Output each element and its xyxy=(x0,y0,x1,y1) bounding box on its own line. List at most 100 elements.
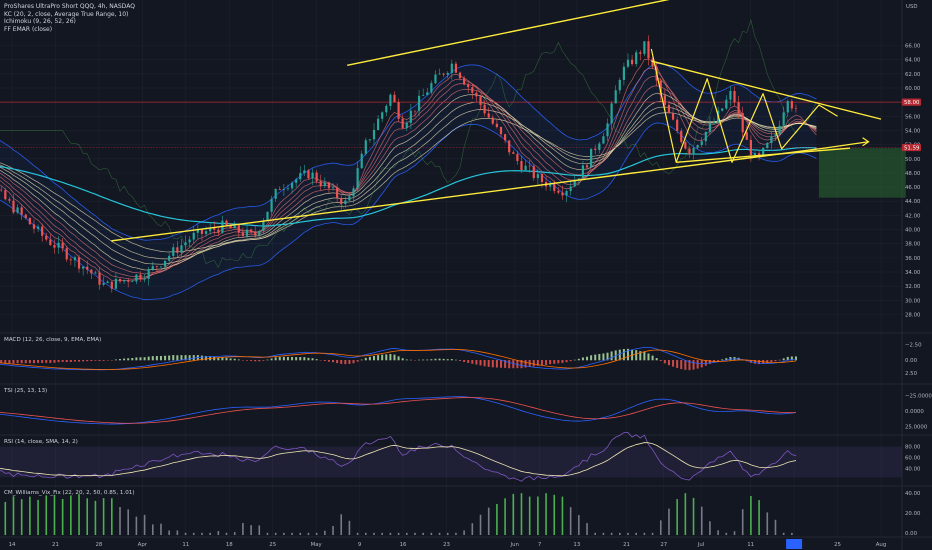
candle-body xyxy=(663,95,666,105)
pane-tick-label: 25.0000 xyxy=(905,424,928,430)
macd-histogram-bar xyxy=(323,360,326,361)
price-tick-label: 50.00 xyxy=(905,157,921,163)
macd-histogram-bar xyxy=(332,360,335,363)
price-badge-label: 51.59 xyxy=(904,146,920,152)
macd-histogram-bar xyxy=(581,357,584,361)
pane-tick-label: 0.0000 xyxy=(905,409,924,415)
macd-histogram-bar xyxy=(291,357,294,361)
macd-histogram-bar xyxy=(82,360,85,362)
tsi-label[interactable]: TSI (25, 13, 13) xyxy=(4,388,48,394)
wvf-label[interactable]: CM_Williams_Vix_Fix (22, 20, 2, 50, 0.85… xyxy=(4,490,135,496)
candle-body xyxy=(4,190,7,200)
macd-histogram-bar xyxy=(708,360,711,364)
candle-body xyxy=(471,87,474,93)
candle-body xyxy=(766,143,769,148)
candle-body xyxy=(123,280,126,282)
candle-body xyxy=(135,274,138,282)
candle-body xyxy=(721,108,724,111)
wvf-bar xyxy=(299,532,302,535)
macd-histogram-bar xyxy=(475,360,478,365)
candle-body xyxy=(290,182,294,189)
kc-upper xyxy=(0,63,817,241)
candle-body xyxy=(184,242,187,246)
candle-body xyxy=(782,112,785,126)
macd-histogram-bar xyxy=(667,360,670,366)
macd-histogram-bar xyxy=(758,360,761,365)
macd-histogram-bar xyxy=(151,356,154,361)
macd-histogram-bar xyxy=(786,356,789,361)
macd-label[interactable]: MACD (12, 26, close, 9, EMA, EMA) xyxy=(4,337,102,343)
wvf-bar xyxy=(610,532,613,535)
time-tick-label: 18 xyxy=(226,542,233,548)
macd-histogram-bar xyxy=(286,356,289,361)
pane-tick-label: 80.00 xyxy=(905,445,921,451)
wvf-bar xyxy=(4,501,7,535)
candle-body xyxy=(118,278,122,282)
wvf-bar xyxy=(430,532,433,535)
macd-histogram-bar xyxy=(454,359,457,361)
price-badge xyxy=(902,98,921,106)
currency-label: USD xyxy=(906,4,918,10)
wvf-bar xyxy=(733,531,736,535)
legend-ichimoku[interactable]: Ichimoku (9, 26, 52, 26) xyxy=(4,18,76,26)
pane-tick-label: −25.0000 xyxy=(905,394,932,400)
price-tick-label: 56.00 xyxy=(905,114,921,120)
time-tick-label: Jun xyxy=(510,542,519,548)
macd-histogram-bar xyxy=(491,360,494,368)
candle-body xyxy=(422,95,425,96)
projection-arrow xyxy=(818,141,869,150)
wvf-bar xyxy=(61,499,64,535)
candle-body xyxy=(323,182,326,187)
macd-histogram-bar xyxy=(479,360,482,366)
chart-title[interactable]: ProShares UltraPro Short QQQ, 4h, NASDAQ xyxy=(4,3,135,10)
wvf-bar xyxy=(250,525,252,535)
time-axis[interactable]: 142128Apr111825May91623Jun7132127Jul1118… xyxy=(9,539,887,549)
candle-body xyxy=(639,52,642,54)
wvf-bar xyxy=(569,507,572,535)
macd-histogram-bar xyxy=(794,356,797,361)
candle-body xyxy=(413,110,417,112)
legend-ffemar[interactable]: FF EMAR (close) xyxy=(4,25,53,33)
macd-histogram-bar xyxy=(364,357,367,361)
triangle-lower-line xyxy=(676,147,851,164)
macd-histogram-bar xyxy=(463,360,466,363)
wvf-bar xyxy=(332,525,334,535)
candle-body xyxy=(573,180,576,187)
candle-body xyxy=(708,123,712,132)
candle-body xyxy=(86,266,89,270)
wvf-bar xyxy=(528,496,531,535)
candle-body xyxy=(348,196,351,201)
candle-body xyxy=(487,113,490,118)
candle-body xyxy=(364,140,367,154)
wvf-bar xyxy=(594,532,597,535)
wvf-bar xyxy=(553,494,556,535)
macd-histogram-bar xyxy=(459,360,462,361)
macd-histogram-bar xyxy=(753,360,756,364)
price-tick-label: 66.00 xyxy=(905,44,921,50)
price-tick-label: 32.00 xyxy=(905,284,921,290)
macd-histogram-bar xyxy=(32,360,35,364)
time-tick-label: 25 xyxy=(269,542,276,548)
candle-body xyxy=(114,278,118,289)
candle-body xyxy=(336,187,339,199)
candle-body xyxy=(557,190,560,193)
candle-body xyxy=(102,282,105,285)
rsi-label[interactable]: RSI (14, close, SMA, 14, 2) xyxy=(4,439,78,445)
candle-body xyxy=(360,153,363,169)
macd-histogram-bar xyxy=(536,360,539,366)
candle-body xyxy=(450,63,453,73)
price-tick-label: 44.00 xyxy=(905,199,921,205)
candle-body xyxy=(159,266,163,268)
macd-histogram-bar xyxy=(225,357,228,361)
wvf-bar xyxy=(348,520,351,535)
macd-histogram-bar xyxy=(430,359,433,361)
macd-histogram-bar xyxy=(102,360,105,361)
legend-kc[interactable]: KC (20, 2, close, Average True Range, 10… xyxy=(4,10,129,18)
macd-histogram-bar xyxy=(553,360,556,364)
macd-histogram-bar xyxy=(172,355,175,361)
price-axis[interactable]: USD66.0064.0062.0060.0058.0056.0054.0052… xyxy=(902,4,932,537)
macd-histogram-bar xyxy=(618,349,621,361)
candle-body xyxy=(82,266,85,269)
